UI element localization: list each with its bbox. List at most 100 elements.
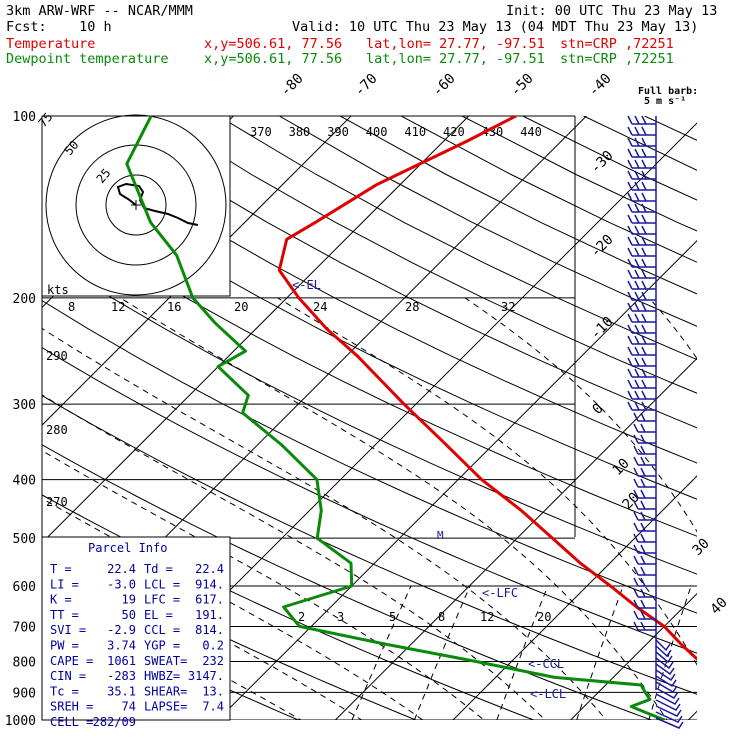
- parcel-param-value: 914.: [195, 577, 224, 591]
- temperature-station: stn=CRP ,72251: [560, 36, 674, 52]
- parcel-param-value: 282/09: [93, 715, 136, 729]
- parcel-param-value: -283: [107, 669, 136, 683]
- dry-adiabat-line: [42, 346, 697, 654]
- moist-adiabat-line: [42, 540, 363, 720]
- parcel-param-label: CIN =: [50, 669, 86, 683]
- forecast-hour: Fcst: 10 h: [6, 19, 112, 35]
- isotherm-label: 0: [590, 401, 607, 418]
- temperature-latlon: lat,lon= 27.77, -97.51: [366, 36, 545, 52]
- isotherm-label: -40: [586, 71, 615, 100]
- wind-barb: [633, 533, 656, 543]
- wind-barb: [633, 522, 656, 532]
- wind-barb: [627, 280, 656, 290]
- parcel-param-label: SWEAT=: [144, 654, 187, 668]
- wind-barb: [655, 711, 683, 723]
- wind-barb: [627, 346, 656, 356]
- barb-legend-unit: 5 m s⁻¹: [644, 96, 686, 107]
- wind-barb: [627, 247, 656, 257]
- isotherm-line: [334, 357, 697, 720]
- pressure-label: 200: [13, 292, 36, 307]
- parcel-param-label: PW =: [50, 639, 79, 653]
- isotherm-line: [452, 475, 697, 720]
- wind-barb: [627, 335, 656, 345]
- wind-barb: [627, 302, 656, 312]
- parcel-param-value: -3.0: [107, 577, 136, 591]
- speed-scale-label: 20: [234, 300, 248, 314]
- parcel-param-value: 13.: [202, 684, 224, 698]
- mixing-ratio-label: 2: [298, 610, 305, 624]
- dry-adiabat-line: [644, 116, 697, 141]
- wind-barb: [633, 599, 656, 609]
- parcel-param-label: YGP =: [144, 639, 180, 653]
- parcel-param-label: CCL =: [144, 623, 180, 637]
- wind-barb: [655, 699, 681, 711]
- wind-barb: [627, 269, 656, 279]
- moist-adiabat-line: [119, 297, 668, 720]
- wind-barb: [627, 115, 656, 125]
- init-time: Init: 00 UTC Thu 23 May 13: [506, 3, 718, 19]
- wind-barb: [655, 669, 676, 682]
- wind-barb: [633, 588, 656, 598]
- isotherm-line: [687, 710, 697, 720]
- wind-barb: [633, 456, 656, 466]
- parcel-param-label: EL =: [144, 608, 173, 622]
- parcel-param-value: 0.2: [202, 639, 224, 653]
- parcel-param-label: SVI =: [50, 623, 86, 637]
- parcel-param-value: 7.4: [202, 700, 224, 714]
- dewpoint-legend: Dewpoint temperature: [6, 51, 169, 67]
- parcel-param-value: -2.9: [107, 623, 136, 637]
- wind-barb: [633, 478, 656, 488]
- wind-barb: [655, 681, 678, 694]
- isotherm-label: 10: [610, 456, 633, 479]
- parcel-param-label: CELL =: [50, 715, 93, 729]
- wind-barb: [633, 412, 656, 422]
- mixing-ratio-line: [648, 585, 692, 720]
- wind-barb: [655, 639, 671, 652]
- parcel-param-label: T =: [50, 562, 72, 576]
- isotherm-label: -50: [508, 71, 537, 100]
- wind-barb: [627, 390, 656, 400]
- wind-barb: [627, 324, 656, 334]
- dry-adiabat-line: [157, 116, 697, 394]
- wind-barb: [627, 225, 656, 235]
- wind-barb: [655, 657, 674, 670]
- wind-barb: [633, 511, 656, 521]
- dewpoint-trace: [125, 116, 666, 720]
- pressure-label: 100: [13, 110, 36, 125]
- wind-barbs: [627, 115, 684, 729]
- wind-barb: [655, 651, 673, 664]
- wind-barb: [627, 148, 656, 158]
- isotherm-label: 40: [708, 595, 731, 618]
- wind-barb: [655, 675, 677, 688]
- wind-barb: [633, 621, 656, 631]
- moist-adiabat-line: [42, 327, 607, 720]
- wind-barb: [627, 192, 656, 202]
- wind-barb: [633, 610, 656, 620]
- speed-scale-label: 24: [313, 300, 327, 314]
- dry-adiabat-label: 390: [327, 125, 349, 139]
- wind-barb: [633, 577, 656, 587]
- dry-adiabat-line: [42, 253, 697, 575]
- wind-barb: [627, 137, 656, 147]
- dry-adiabat-line: [461, 116, 697, 232]
- parcel-param-label: TT =: [50, 608, 79, 622]
- hodograph-trace: [116, 182, 199, 226]
- el-marker: <-EL: [292, 278, 321, 292]
- theta-e-label: 280: [46, 423, 68, 437]
- wind-barb: [627, 313, 656, 323]
- speed-scale-label: 8: [68, 300, 75, 314]
- parcel-param-value: 22.4: [195, 562, 224, 576]
- temperature-trace: [277, 116, 697, 661]
- dry-adiabat-label: 370: [250, 125, 272, 139]
- dewpoint-latlon: lat,lon= 27.77, -97.51: [366, 51, 545, 67]
- wind-barb: [633, 544, 656, 554]
- lfc-marker: <-LFC: [482, 586, 518, 600]
- hodograph-ring-75: [45, 114, 227, 296]
- wind-barb: [633, 445, 656, 455]
- mixing-ratio-line: [496, 585, 549, 720]
- mixing-ratio-label: 8: [438, 610, 445, 624]
- dry-adiabat-line: [42, 444, 653, 720]
- mixing-ratio-label: 12: [480, 610, 494, 624]
- pressure-label: 800: [13, 655, 36, 670]
